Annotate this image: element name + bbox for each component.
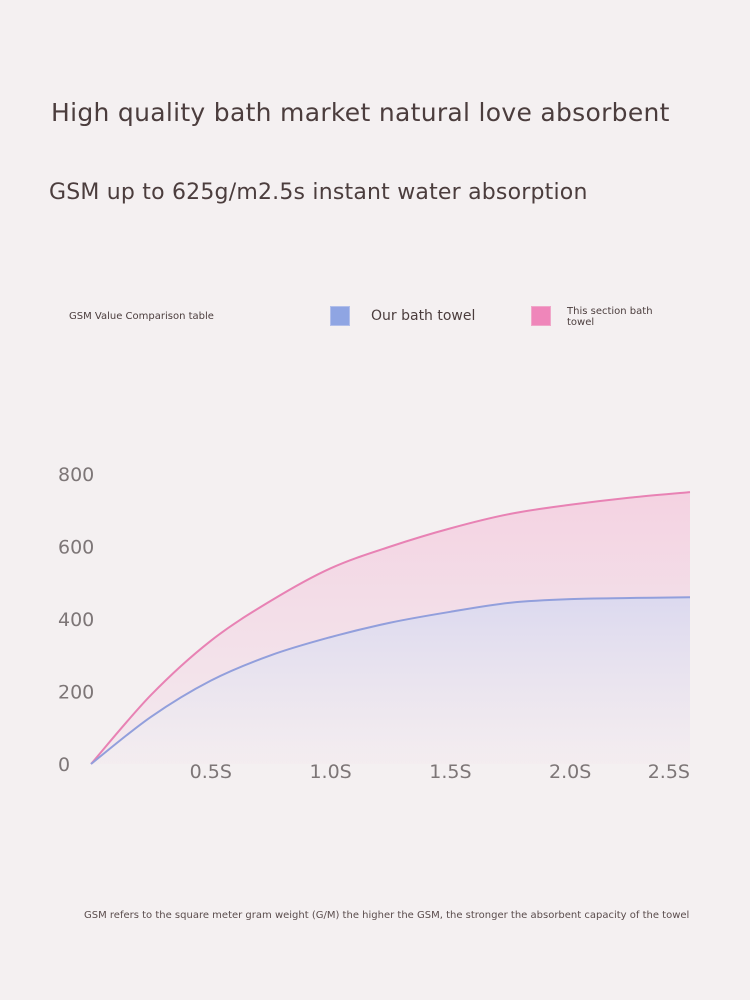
comparison-table-label: GSM Value Comparison table	[69, 311, 214, 322]
y-tick-label: 0	[58, 754, 70, 776]
y-tick-label: 800	[58, 464, 94, 486]
gsm-absorption-chart: 0 200 400 600 800 0.5S 1.0S 1.5S 2.0S 2.5S	[58, 464, 691, 783]
legend-label-our-towel: Our bath towel	[371, 308, 476, 324]
x-tick-label: 2.5S	[648, 761, 690, 783]
subheadline: GSM up to 625g/m2.5s instant water absor…	[49, 180, 588, 205]
footnote: GSM refers to the square meter gram weig…	[84, 910, 690, 921]
x-tick-label: 1.5S	[429, 761, 471, 783]
x-tick-label: 1.0S	[309, 761, 351, 783]
y-tick-label: 600	[58, 537, 94, 559]
y-tick-label: 400	[58, 609, 94, 631]
legend-swatch-our-towel	[330, 306, 350, 326]
x-tick-label: 0.5S	[190, 761, 232, 783]
series-line-0	[90, 491, 691, 765]
headline: High quality bath market natural love ab…	[51, 98, 670, 127]
series-line-1	[90, 596, 691, 765]
x-tick-label: 2.0S	[549, 761, 591, 783]
y-tick-label: 200	[58, 682, 94, 704]
legend-label-other-towel: This section bath towel	[567, 306, 653, 328]
legend-swatch-other-towel	[531, 306, 551, 326]
series-area-1	[91, 597, 690, 764]
